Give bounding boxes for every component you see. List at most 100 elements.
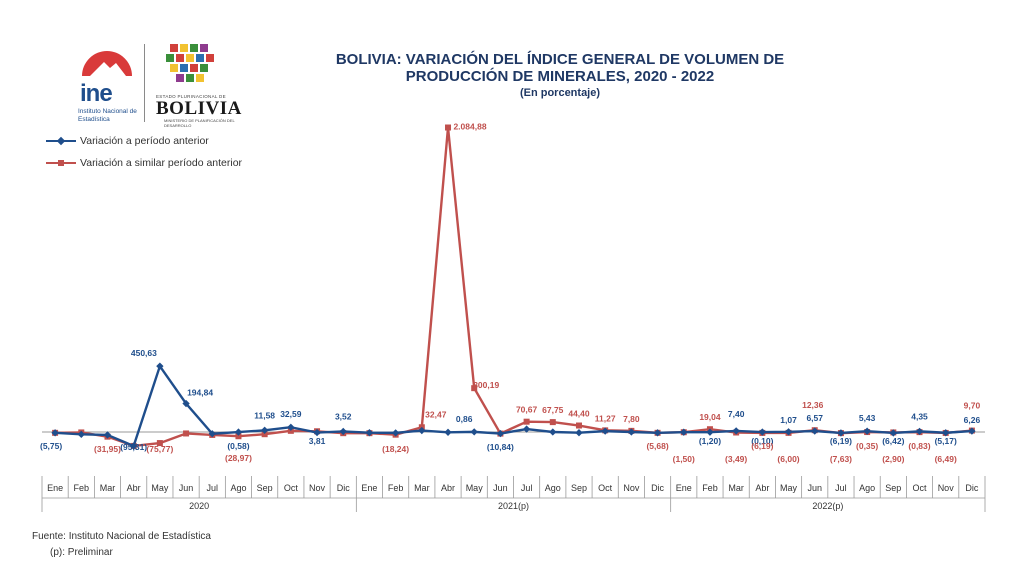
data-point-blue — [575, 429, 583, 437]
chart-legend: Variación a período anterior Variación a… — [46, 130, 242, 174]
bolivia-logo-caption: ESTADO PLURINACIONAL DE — [156, 94, 226, 99]
data-point-red — [523, 418, 530, 425]
data-label-blue: 3,52 — [335, 411, 352, 421]
x-tick-label: Abr — [441, 483, 455, 493]
x-tick-label: Ago — [230, 483, 246, 493]
data-label-blue: 0,86 — [456, 414, 473, 424]
bolivia-ministry-text: MINISTERIO DE PLANIFICACIÓN DEL DESARROL… — [164, 118, 235, 128]
year-group-label: 2020 — [189, 501, 209, 511]
data-point-blue — [391, 429, 400, 437]
data-label-blue: 194,84 — [187, 388, 213, 398]
data-label-red: (18,24) — [382, 444, 409, 454]
legend-label-red: Variación a similar período anterior — [80, 157, 243, 169]
data-point-red — [235, 433, 242, 440]
x-tick-label: Jul — [835, 483, 847, 493]
x-tick-label: Dic — [651, 483, 664, 493]
data-point-blue — [444, 428, 452, 436]
legend-swatch-red — [46, 160, 76, 166]
x-tick-label: Ago — [859, 483, 875, 493]
chart-subtitle: (En porcentaje) — [519, 87, 601, 99]
data-label-red: (28,97) — [225, 453, 252, 463]
data-label-red: 7,80 — [623, 414, 640, 424]
legend-label-blue: Variación a período anterior — [80, 135, 209, 147]
data-label-blue: 6,57 — [806, 413, 823, 423]
data-point-blue — [706, 428, 714, 436]
x-tick-label: Oct — [913, 483, 928, 493]
data-label-red: (5,68) — [646, 441, 668, 451]
source-note: Fuente: Instituto Nacional de Estadístic… — [32, 531, 211, 542]
data-label-blue: 6,26 — [964, 415, 981, 425]
x-tick-label: Ene — [676, 483, 692, 493]
data-point-blue — [968, 427, 976, 435]
data-label-blue: (1,20) — [699, 436, 721, 446]
x-tick-label: Ene — [361, 483, 377, 493]
ine-logo-icon — [82, 51, 132, 76]
data-label-blue: (6,42) — [882, 436, 904, 446]
data-point-blue — [208, 430, 216, 438]
data-label-red: (75,77) — [146, 444, 173, 454]
data-point-red — [156, 440, 163, 447]
data-point-blue — [627, 428, 636, 436]
data-point-blue — [680, 428, 688, 436]
x-tick-label: Jul — [521, 483, 533, 493]
x-tick-label: Feb — [388, 483, 404, 493]
ine-logo-text: ine — [80, 80, 113, 107]
data-label-red: (1,50) — [673, 454, 695, 464]
data-point-blue — [915, 427, 924, 436]
x-tick-label: Nov — [309, 483, 326, 493]
data-point-blue — [758, 428, 767, 436]
data-label-red: 67,75 — [542, 405, 564, 415]
data-label-red: 11,27 — [595, 413, 616, 423]
x-tick-label: Dic — [337, 483, 350, 493]
data-label-red: (6,00) — [777, 454, 799, 464]
data-point-blue — [260, 426, 269, 434]
data-point-blue — [837, 429, 845, 437]
data-label-red: (3,49) — [725, 454, 747, 464]
x-tick-label: Jun — [179, 483, 194, 493]
data-point-blue — [653, 429, 662, 437]
data-point-blue — [522, 425, 531, 433]
x-tick-label: Nov — [938, 483, 955, 493]
data-label-blue: (6,19) — [830, 436, 852, 446]
data-label-red: (6,49) — [935, 454, 957, 464]
x-tick-label: Dic — [965, 483, 978, 493]
x-tick-label: Oct — [598, 483, 613, 493]
bolivia-logo-text: BOLIVIA — [156, 98, 242, 119]
logo-divider — [144, 44, 145, 122]
data-point-red — [575, 422, 582, 429]
legend-swatch-blue — [46, 136, 76, 146]
data-label-blue: 7,40 — [728, 409, 745, 419]
data-point-blue — [470, 428, 478, 436]
data-label-blue: (0,10) — [751, 436, 773, 446]
data-label-red: 2.084,88 — [453, 122, 486, 132]
data-label-red: (6,19) — [751, 441, 773, 451]
data-label-blue: (10,84) — [487, 442, 514, 452]
data-point-blue — [863, 427, 871, 435]
data-label-blue: (5,17) — [935, 436, 957, 446]
data-label-blue: 4,35 — [911, 411, 928, 421]
data-point-blue — [313, 428, 321, 437]
data-point-red — [445, 124, 452, 131]
legend-item-blue: Variación a período anterior — [46, 130, 242, 152]
data-label-blue: 32,59 — [280, 409, 302, 419]
chart-series — [51, 124, 976, 450]
x-tick-label: Ago — [545, 483, 561, 493]
chart-title-line-2: PRODUCCIÓN DE MINERALES, 2020 - 2022 — [405, 68, 715, 85]
data-label-red: (7,63) — [830, 454, 852, 464]
data-point-blue — [156, 362, 164, 370]
x-tick-label: Feb — [74, 483, 90, 493]
x-tick-label: May — [151, 483, 169, 493]
data-label-red: (2,90) — [882, 454, 904, 464]
data-label-red: 44,40 — [568, 409, 590, 419]
x-tick-label: Jun — [807, 483, 822, 493]
data-label-blue: 5,43 — [859, 413, 876, 423]
logo-area: ine Instituto Nacional de Estadística ES… — [76, 42, 246, 128]
data-label-red: (31,95) — [94, 444, 121, 454]
legend-item-red: Variación a similar período anterior — [46, 152, 242, 174]
x-tick-label: Ene — [47, 483, 63, 493]
data-label-blue: (0,58) — [227, 441, 249, 451]
x-tick-label: Sep — [885, 483, 901, 493]
data-point-blue — [732, 427, 740, 435]
data-point-red — [471, 385, 478, 392]
x-tick-label: Abr — [755, 483, 769, 493]
